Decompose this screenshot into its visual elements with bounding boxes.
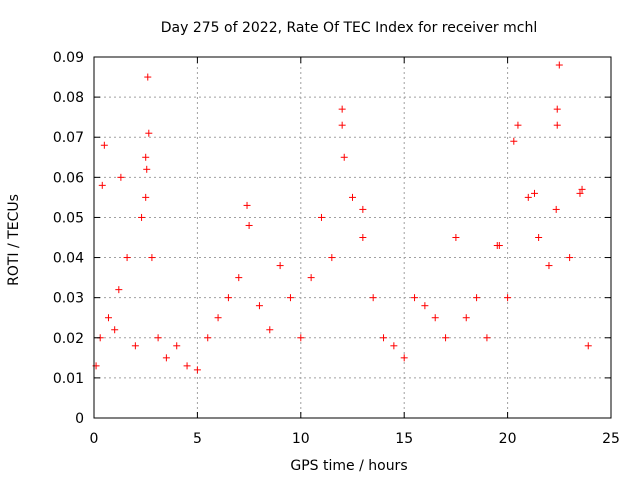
x-axis-label: GPS time / hours xyxy=(290,458,407,474)
data-point xyxy=(452,234,460,241)
data-point xyxy=(142,153,150,161)
data-point xyxy=(553,121,561,129)
data-point xyxy=(297,334,305,342)
data-point xyxy=(307,274,315,282)
data-point xyxy=(143,165,151,173)
plot-frame xyxy=(93,56,612,419)
data-point xyxy=(483,334,491,342)
data-point xyxy=(566,254,574,262)
y-axis-label: ROTI / TECUs xyxy=(6,194,22,286)
data-point xyxy=(473,294,481,302)
data-point xyxy=(400,354,408,362)
data-point xyxy=(117,173,125,181)
x-tick-label: 25 xyxy=(602,431,620,447)
data-point xyxy=(317,213,325,221)
x-tick-label: 0 xyxy=(90,431,99,447)
data-point xyxy=(148,254,156,262)
y-tick-label: 0.09 xyxy=(53,50,84,66)
data-point xyxy=(390,342,398,350)
y-tick-label: 0.01 xyxy=(53,371,84,387)
data-point xyxy=(555,61,563,69)
data-point xyxy=(154,334,162,342)
data-point xyxy=(504,294,512,302)
data-point xyxy=(535,234,543,241)
data-point xyxy=(431,314,439,322)
data-point xyxy=(98,181,106,189)
data-point xyxy=(514,121,522,129)
data-point xyxy=(349,193,356,201)
x-tick-label: 10 xyxy=(292,431,310,447)
x-tick-label: 15 xyxy=(395,431,413,447)
x-tick-label: 20 xyxy=(499,431,517,447)
data-point xyxy=(142,193,150,201)
y-tick-label: 0.02 xyxy=(53,331,84,347)
y-tick-label: 0.06 xyxy=(53,170,84,186)
data-point xyxy=(340,153,348,161)
chart-title: Day 275 of 2022, Rate Of TEC Index for r… xyxy=(161,20,537,36)
data-point xyxy=(584,342,592,350)
data-point xyxy=(369,294,377,302)
data-point xyxy=(359,234,367,241)
data-point xyxy=(338,121,346,129)
data-point xyxy=(380,334,388,342)
data-point xyxy=(138,213,146,221)
data-point xyxy=(245,221,253,229)
y-tick-label: 0.05 xyxy=(53,210,84,226)
points xyxy=(92,61,592,374)
data-point xyxy=(276,262,284,270)
data-point xyxy=(111,326,119,334)
data-point xyxy=(286,294,294,302)
data-point xyxy=(545,262,553,270)
data-point xyxy=(144,73,152,81)
data-point xyxy=(552,205,560,213)
data-point xyxy=(266,326,274,334)
data-point xyxy=(115,286,123,294)
data-point xyxy=(359,205,367,213)
y-tick-label: 0.04 xyxy=(53,251,84,267)
data-point xyxy=(193,366,201,374)
data-point xyxy=(243,201,251,209)
data-point xyxy=(214,314,222,322)
data-point xyxy=(183,362,191,370)
data-point xyxy=(162,354,170,362)
data-point xyxy=(576,189,584,197)
data-point xyxy=(224,294,232,302)
data-point xyxy=(338,105,346,113)
y-tick-label: 0 xyxy=(75,411,84,427)
data-point xyxy=(421,302,429,310)
data-point xyxy=(530,189,538,197)
x-tick-label: 5 xyxy=(193,431,202,447)
data-point xyxy=(328,254,336,262)
data-point xyxy=(495,242,503,250)
data-point xyxy=(123,254,131,262)
data-point xyxy=(100,141,108,149)
data-point xyxy=(235,274,243,282)
data-point xyxy=(255,302,263,310)
y-tick-label: 0.08 xyxy=(53,90,84,106)
ticks: 0 0.01 0.02 0.03 0.04 0.05 0.06 0.07 0.08 0.09 0 5 1… xyxy=(53,50,620,447)
data-point xyxy=(173,342,181,350)
grid xyxy=(94,57,611,418)
data-point xyxy=(204,334,212,342)
data-point xyxy=(145,129,153,137)
data-point xyxy=(510,137,518,145)
data-point xyxy=(442,334,450,342)
data-point xyxy=(578,185,586,193)
data-point xyxy=(462,314,470,322)
data-point xyxy=(524,193,532,201)
data-point xyxy=(131,342,139,350)
data-point xyxy=(553,105,561,113)
data-point xyxy=(104,314,112,322)
data-point xyxy=(411,294,419,302)
y-tick-label: 0.03 xyxy=(53,291,84,307)
y-tick-label: 0.07 xyxy=(53,130,84,146)
